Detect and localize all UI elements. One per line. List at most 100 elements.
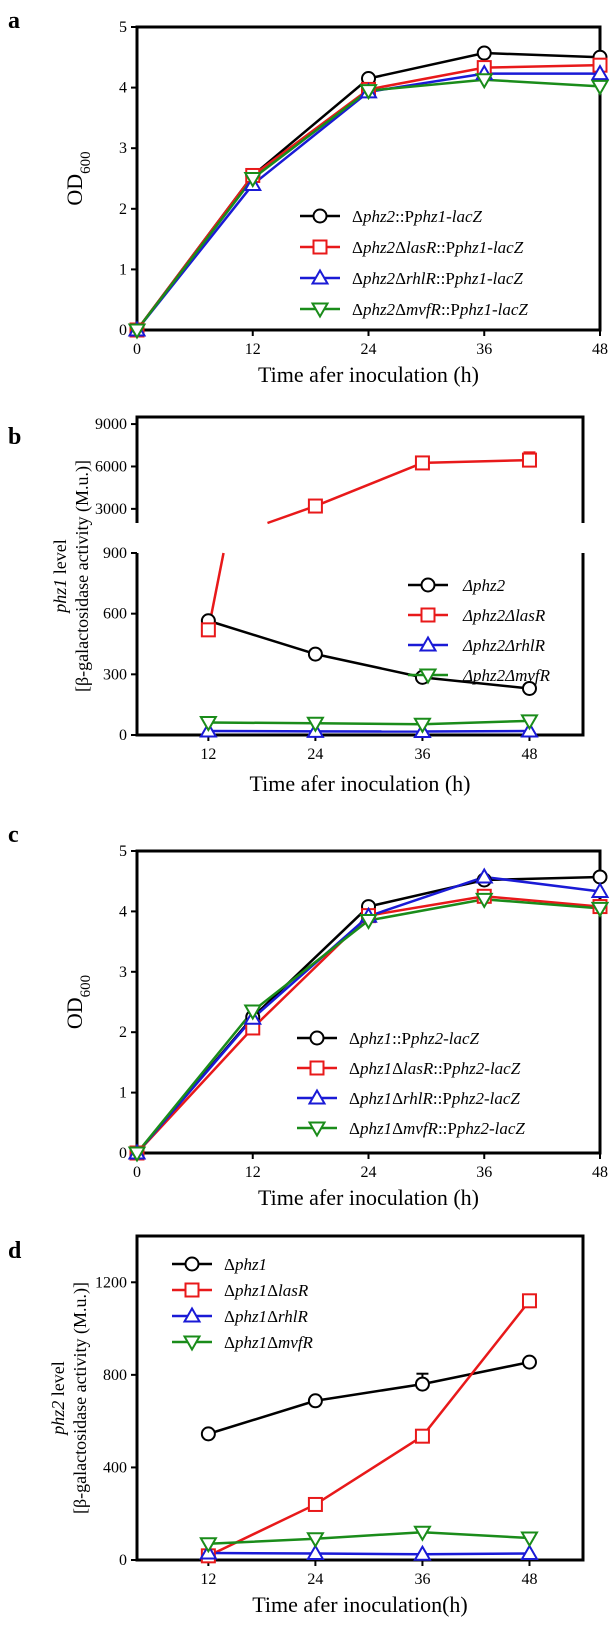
legend-marker <box>307 1088 327 1105</box>
legend-entry: Δphz2 <box>462 576 506 595</box>
legend-entry: Δphz2ΔmvfR <box>462 666 551 685</box>
x-tick-label: 12 <box>245 341 261 358</box>
data-point <box>521 452 537 468</box>
y-tick-label: 900 <box>103 545 127 562</box>
data-point <box>413 1544 432 1561</box>
legend-entry: Δphz2ΔrhlR::Pphz1-lacZ <box>352 269 523 288</box>
data-point <box>306 1544 325 1561</box>
data-point <box>127 323 147 340</box>
series-line <box>422 458 530 465</box>
legend-entry: Δphz1ΔlasR <box>224 1281 309 1300</box>
legend-marker <box>184 1282 200 1298</box>
legend-marker <box>182 1306 202 1323</box>
series-line <box>422 719 530 726</box>
data-point <box>521 680 537 696</box>
legend-entry: Δphz1ΔmvfR::Pphz2-lacZ <box>349 1119 525 1138</box>
data-point <box>307 1393 323 1409</box>
x-tick-label: 24 <box>361 341 377 358</box>
legend-marker <box>420 607 436 623</box>
legend-marker <box>309 1030 325 1046</box>
series-line <box>422 676 530 690</box>
svg-text:phz1 level: phz1 level <box>50 539 70 615</box>
plot-frame <box>135 1234 585 1562</box>
data-point <box>199 1537 218 1554</box>
data-point <box>200 622 216 638</box>
series-line <box>267 504 316 525</box>
svg-text:[β-galactosidase activity (M.u: [β-galactosidase activity (M.u.)] <box>72 460 93 692</box>
y-tick-label: 1200 <box>95 1274 127 1291</box>
legend-marker <box>310 268 330 285</box>
y-tick-label: 5 <box>119 19 127 36</box>
data-point <box>590 79 610 96</box>
x-tick-label: 36 <box>476 1164 492 1181</box>
y-tick-label: 0 <box>119 1552 127 1569</box>
data-point <box>127 1146 147 1163</box>
data-point <box>414 1428 430 1444</box>
data-point <box>590 901 610 918</box>
x-tick-label: 24 <box>307 746 323 763</box>
series-line <box>135 63 601 331</box>
series-line <box>207 619 316 656</box>
x-axis-title: Time afer inoculation (h) <box>258 1185 479 1210</box>
legend-entry: Δphz2ΔrhlR <box>462 636 546 655</box>
y-axis-title: phz2 level [β-galactosidase activity (M.u… <box>48 1282 91 1514</box>
data-point <box>475 892 494 909</box>
y-tick-label: 3000 <box>95 501 127 518</box>
chart-panel-b: b 0 300 600 900 3000 6000 9000 12 24 36 48 Time afer… <box>8 415 585 796</box>
legend-marker <box>182 1335 202 1352</box>
x-tick-label: 12 <box>245 1164 261 1181</box>
y-tick-label: 2 <box>119 1024 127 1041</box>
data-point <box>520 1544 539 1561</box>
legend-marker <box>307 1121 327 1138</box>
legend-entry: Δphz1ΔlasR::Pphz2-lacZ <box>349 1059 521 1078</box>
y-axis-title: phz1 level [β-galactosidase activity (M.u… <box>50 460 93 692</box>
data-point <box>414 1376 430 1392</box>
x-tick-label: 48 <box>592 341 608 358</box>
y-tick-label: 6000 <box>95 458 127 475</box>
y-tick-label: 0 <box>119 1145 127 1162</box>
legend-marker <box>309 1060 325 1076</box>
series-line <box>136 78 601 331</box>
data-point <box>475 867 494 884</box>
panel-label: c <box>8 822 19 848</box>
y-axis-title: OD600 <box>62 151 94 205</box>
legend-entry: Δphz1::Pphz2-lacZ <box>349 1029 480 1048</box>
y-tick-label: 5 <box>119 843 127 860</box>
upper-frame <box>135 415 585 523</box>
data-point <box>521 1354 537 1370</box>
x-tick-label: 24 <box>361 1164 377 1181</box>
data-point <box>520 714 539 731</box>
legend-entry: Δphz2ΔmvfR::Pphz1-lacZ <box>352 300 528 319</box>
y-tick-label: 4 <box>119 80 127 97</box>
svg-text:OD600: OD600 <box>62 151 94 205</box>
data-point <box>476 45 492 61</box>
data-point <box>243 172 262 189</box>
series-line <box>208 1530 530 1546</box>
svg-text:[β-galactosidase activity (M.u: [β-galactosidase activity (M.u.)] <box>70 1282 91 1514</box>
panel-label: a <box>8 8 20 34</box>
legend-marker <box>420 577 436 593</box>
series-line <box>136 898 601 1154</box>
series-line <box>207 1300 531 1557</box>
data-point <box>590 64 610 81</box>
y-tick-label: 1 <box>119 261 127 278</box>
panel-label: d <box>8 1238 22 1264</box>
y-tick-label: 1 <box>119 1085 127 1102</box>
x-axis-title: Time afer inoculation (h) <box>250 771 471 796</box>
legend-marker <box>418 635 438 652</box>
legend-entry: Δphz2ΔlasR <box>462 606 546 625</box>
data-point <box>414 455 430 471</box>
data-point <box>359 913 378 930</box>
y-axis-title: OD600 <box>62 975 94 1029</box>
x-tick-label: 48 <box>592 1164 608 1181</box>
series-line <box>315 722 423 726</box>
chart-panel-d: d 0 400 800 1200 12 24 36 48 Time afer inoculatio… <box>8 1234 585 1617</box>
x-tick-label: 36 <box>414 1571 430 1588</box>
data-point <box>590 881 610 898</box>
y-tick-label: 4 <box>119 903 127 920</box>
legend-entry: Δphz1 <box>224 1255 267 1274</box>
y-tick-label: 600 <box>103 606 127 623</box>
data-point <box>359 84 378 101</box>
